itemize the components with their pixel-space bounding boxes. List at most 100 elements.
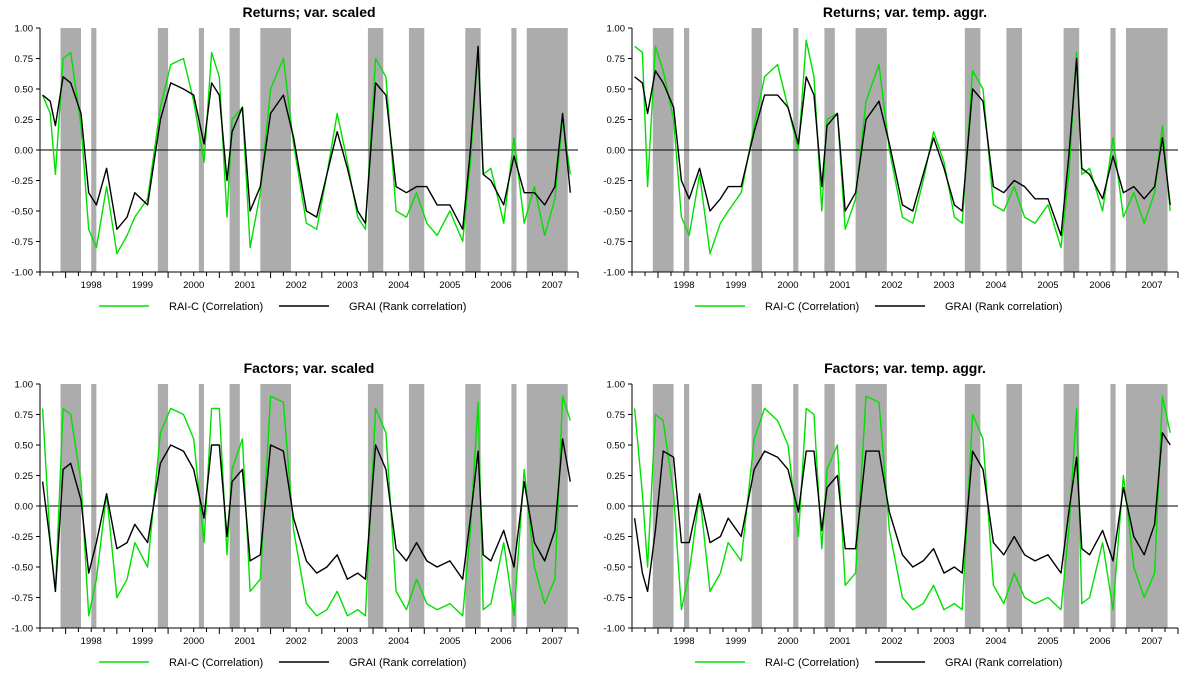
legend-label: GRAI (Rank correlation) bbox=[945, 657, 1062, 669]
chart-title: Factors; var. scaled bbox=[244, 360, 375, 376]
legend-label: RAI-C (Correlation) bbox=[765, 301, 859, 313]
y-tick-label: 0.00 bbox=[607, 502, 626, 513]
legend: RAI-C (Correlation) GRAI (Rank correlatio… bbox=[695, 657, 1062, 669]
x-tick-label: 2005 bbox=[1037, 636, 1058, 647]
x-tick-label: 2001 bbox=[234, 636, 255, 647]
y-tick-label: -1.00 bbox=[603, 268, 625, 279]
x-tick-label: 2005 bbox=[1037, 280, 1058, 291]
y-tick-label: 1.00 bbox=[607, 380, 626, 391]
chart-title: Returns; var. temp. aggr. bbox=[823, 4, 987, 20]
x-tick-label: 2004 bbox=[985, 280, 1006, 291]
chart-panel: Factors; var. scaled 1.00 0.75 0.50 0.25 0.00… bbox=[11, 360, 579, 669]
series-line bbox=[41, 395, 571, 617]
x-tick-label: 2003 bbox=[933, 636, 954, 647]
x-tick-label: 2000 bbox=[777, 636, 798, 647]
series-line bbox=[634, 57, 1171, 237]
y-tick-label: 1.00 bbox=[607, 24, 626, 35]
x-tick-label: 1999 bbox=[132, 636, 153, 647]
y-tick-label: 0.00 bbox=[15, 146, 34, 157]
y-tick-label: -0.75 bbox=[11, 237, 33, 248]
y-tick-label: -1.00 bbox=[11, 624, 33, 635]
x-tick-label: 2002 bbox=[881, 636, 902, 647]
x-tick-label: 2002 bbox=[286, 636, 307, 647]
x-tick-label: 1999 bbox=[725, 280, 746, 291]
y-tick-label: -0.25 bbox=[603, 532, 625, 543]
series-line bbox=[42, 45, 571, 230]
y-tick-label: -0.25 bbox=[603, 176, 625, 187]
x-tick-label: 2000 bbox=[183, 636, 204, 647]
x-tick-label: 1998 bbox=[673, 636, 694, 647]
x-tick-label: 1998 bbox=[81, 636, 102, 647]
legend-label: RAI-C (Correlation) bbox=[169, 301, 263, 313]
y-tick-label: 0.75 bbox=[607, 54, 626, 65]
y-tick-label: 0.25 bbox=[15, 115, 34, 126]
x-tick-label: 2000 bbox=[777, 280, 798, 291]
y-tick-label: 1.00 bbox=[15, 24, 34, 35]
x-tick-label: 2006 bbox=[491, 280, 512, 291]
x-tick-label: 2001 bbox=[829, 280, 850, 291]
y-tick-label: -0.75 bbox=[11, 593, 33, 604]
legend: RAI-C (Correlation) GRAI (Rank correlatio… bbox=[99, 301, 466, 313]
y-tick-label: 0.50 bbox=[15, 85, 34, 96]
y-tick-label: 0.50 bbox=[607, 441, 626, 452]
x-tick-label: 2002 bbox=[286, 280, 307, 291]
y-tick-label: -0.25 bbox=[11, 532, 33, 543]
y-tick-label: 0.50 bbox=[15, 441, 34, 452]
y-tick-label: -0.50 bbox=[603, 207, 625, 218]
y-tick-label: -0.75 bbox=[603, 237, 625, 248]
x-tick-label: 2006 bbox=[1089, 636, 1110, 647]
y-tick-label: 1.00 bbox=[15, 380, 34, 391]
y-tick-label: 0.75 bbox=[607, 410, 626, 421]
chart-title: Returns; var. scaled bbox=[242, 4, 375, 20]
y-tick-label: 0.25 bbox=[15, 471, 34, 482]
x-tick-label: 1998 bbox=[81, 280, 102, 291]
y-tick-label: 0.25 bbox=[607, 115, 626, 126]
y-tick-label: -0.50 bbox=[11, 563, 33, 574]
x-tick-label: 2004 bbox=[985, 636, 1006, 647]
chart-panel: Returns; var. scaled 1.00 0.75 0.50 0.25 0.00… bbox=[11, 4, 579, 313]
x-tick-label: 2003 bbox=[337, 280, 358, 291]
x-tick-label: 1999 bbox=[132, 280, 153, 291]
series-line bbox=[41, 438, 571, 593]
x-tick-label: 2004 bbox=[388, 280, 409, 291]
y-tick-label: 0.75 bbox=[15, 410, 34, 421]
chart-title: Factors; var. temp. aggr. bbox=[824, 360, 986, 376]
x-tick-label: 2007 bbox=[1141, 280, 1162, 291]
legend-label: RAI-C (Correlation) bbox=[169, 657, 263, 669]
y-tick-label: 0.00 bbox=[607, 146, 626, 157]
y-tick-label: 0.25 bbox=[607, 471, 626, 482]
x-tick-label: 2003 bbox=[337, 636, 358, 647]
x-tick-label: 2003 bbox=[933, 280, 954, 291]
x-tick-label: 2006 bbox=[491, 636, 512, 647]
y-tick-label: -0.75 bbox=[603, 593, 625, 604]
x-tick-label: 1998 bbox=[673, 280, 694, 291]
legend-label: GRAI (Rank correlation) bbox=[349, 301, 466, 313]
x-tick-label: 2005 bbox=[439, 636, 460, 647]
series-line bbox=[633, 395, 1171, 611]
y-tick-label: -1.00 bbox=[11, 268, 33, 279]
legend: RAI-C (Correlation) GRAI (Rank correlatio… bbox=[99, 657, 466, 669]
legend-label: RAI-C (Correlation) bbox=[765, 657, 859, 669]
x-tick-label: 2002 bbox=[881, 280, 902, 291]
x-tick-label: 2007 bbox=[542, 280, 563, 291]
y-tick-label: -0.50 bbox=[603, 563, 625, 574]
x-tick-label: 2001 bbox=[829, 636, 850, 647]
y-tick-label: -1.00 bbox=[603, 624, 625, 635]
series-line bbox=[633, 432, 1171, 593]
y-tick-label: -0.25 bbox=[11, 176, 33, 187]
y-tick-label: -0.50 bbox=[11, 207, 33, 218]
y-tick-label: 0.00 bbox=[15, 502, 34, 513]
legend-label: GRAI (Rank correlation) bbox=[945, 301, 1062, 313]
x-tick-label: 2006 bbox=[1089, 280, 1110, 291]
x-tick-label: 1999 bbox=[725, 636, 746, 647]
x-tick-label: 2001 bbox=[234, 280, 255, 291]
x-tick-label: 2007 bbox=[542, 636, 563, 647]
legend-label: GRAI (Rank correlation) bbox=[349, 657, 466, 669]
x-tick-label: 2000 bbox=[183, 280, 204, 291]
chart-panel: Returns; var. temp. aggr. 1.00 0.75 0.50 0.2… bbox=[603, 4, 1179, 313]
x-tick-label: 2004 bbox=[388, 636, 409, 647]
y-tick-label: 0.75 bbox=[15, 54, 34, 65]
y-tick-label: 0.50 bbox=[607, 85, 626, 96]
x-tick-label: 2005 bbox=[439, 280, 460, 291]
